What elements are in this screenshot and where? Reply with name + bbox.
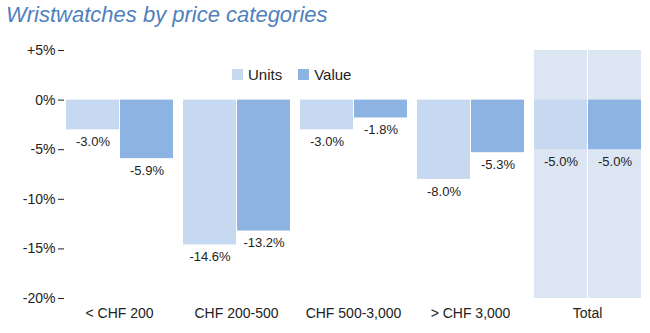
svg-text:-5.9%: -5.9%	[130, 163, 164, 178]
svg-text:-20%: -20%	[23, 290, 56, 306]
svg-text:Total: Total	[573, 305, 603, 321]
svg-text:CHF 500-3,000: CHF 500-3,000	[306, 305, 402, 321]
svg-text:-1.8%: -1.8%	[364, 122, 398, 137]
svg-text:-15%: -15%	[23, 240, 56, 256]
svg-text:-3.0%: -3.0%	[310, 134, 344, 149]
svg-text:0%: 0%	[35, 92, 55, 108]
html-text:Units: Units	[248, 66, 283, 83]
html-text:Wristwatches by price categori: Wristwatches by price categories	[6, 2, 328, 27]
svg-text:CHF 200-500: CHF 200-500	[194, 305, 278, 321]
svg-text:-5.0%: -5.0%	[598, 154, 632, 169]
svg-text:-5.0%: -5.0%	[544, 154, 578, 169]
html-text:Value: Value	[314, 66, 352, 83]
svg-text:-5.3%: -5.3%	[481, 157, 515, 172]
svg-text:-5%: -5%	[31, 141, 56, 157]
svg-text:< CHF 200: < CHF 200	[85, 305, 153, 321]
svg-text:-10%: -10%	[23, 191, 56, 207]
svg-text:-14.6%: -14.6%	[189, 249, 231, 264]
svg-text:-13.2%: -13.2%	[243, 235, 285, 250]
svg-text:-8.0%: -8.0%	[427, 184, 461, 199]
svg-text:-3.0%: -3.0%	[76, 134, 110, 149]
svg-text:+5%: +5%	[27, 42, 55, 58]
svg-text:> CHF 3,000: > CHF 3,000	[431, 305, 511, 321]
